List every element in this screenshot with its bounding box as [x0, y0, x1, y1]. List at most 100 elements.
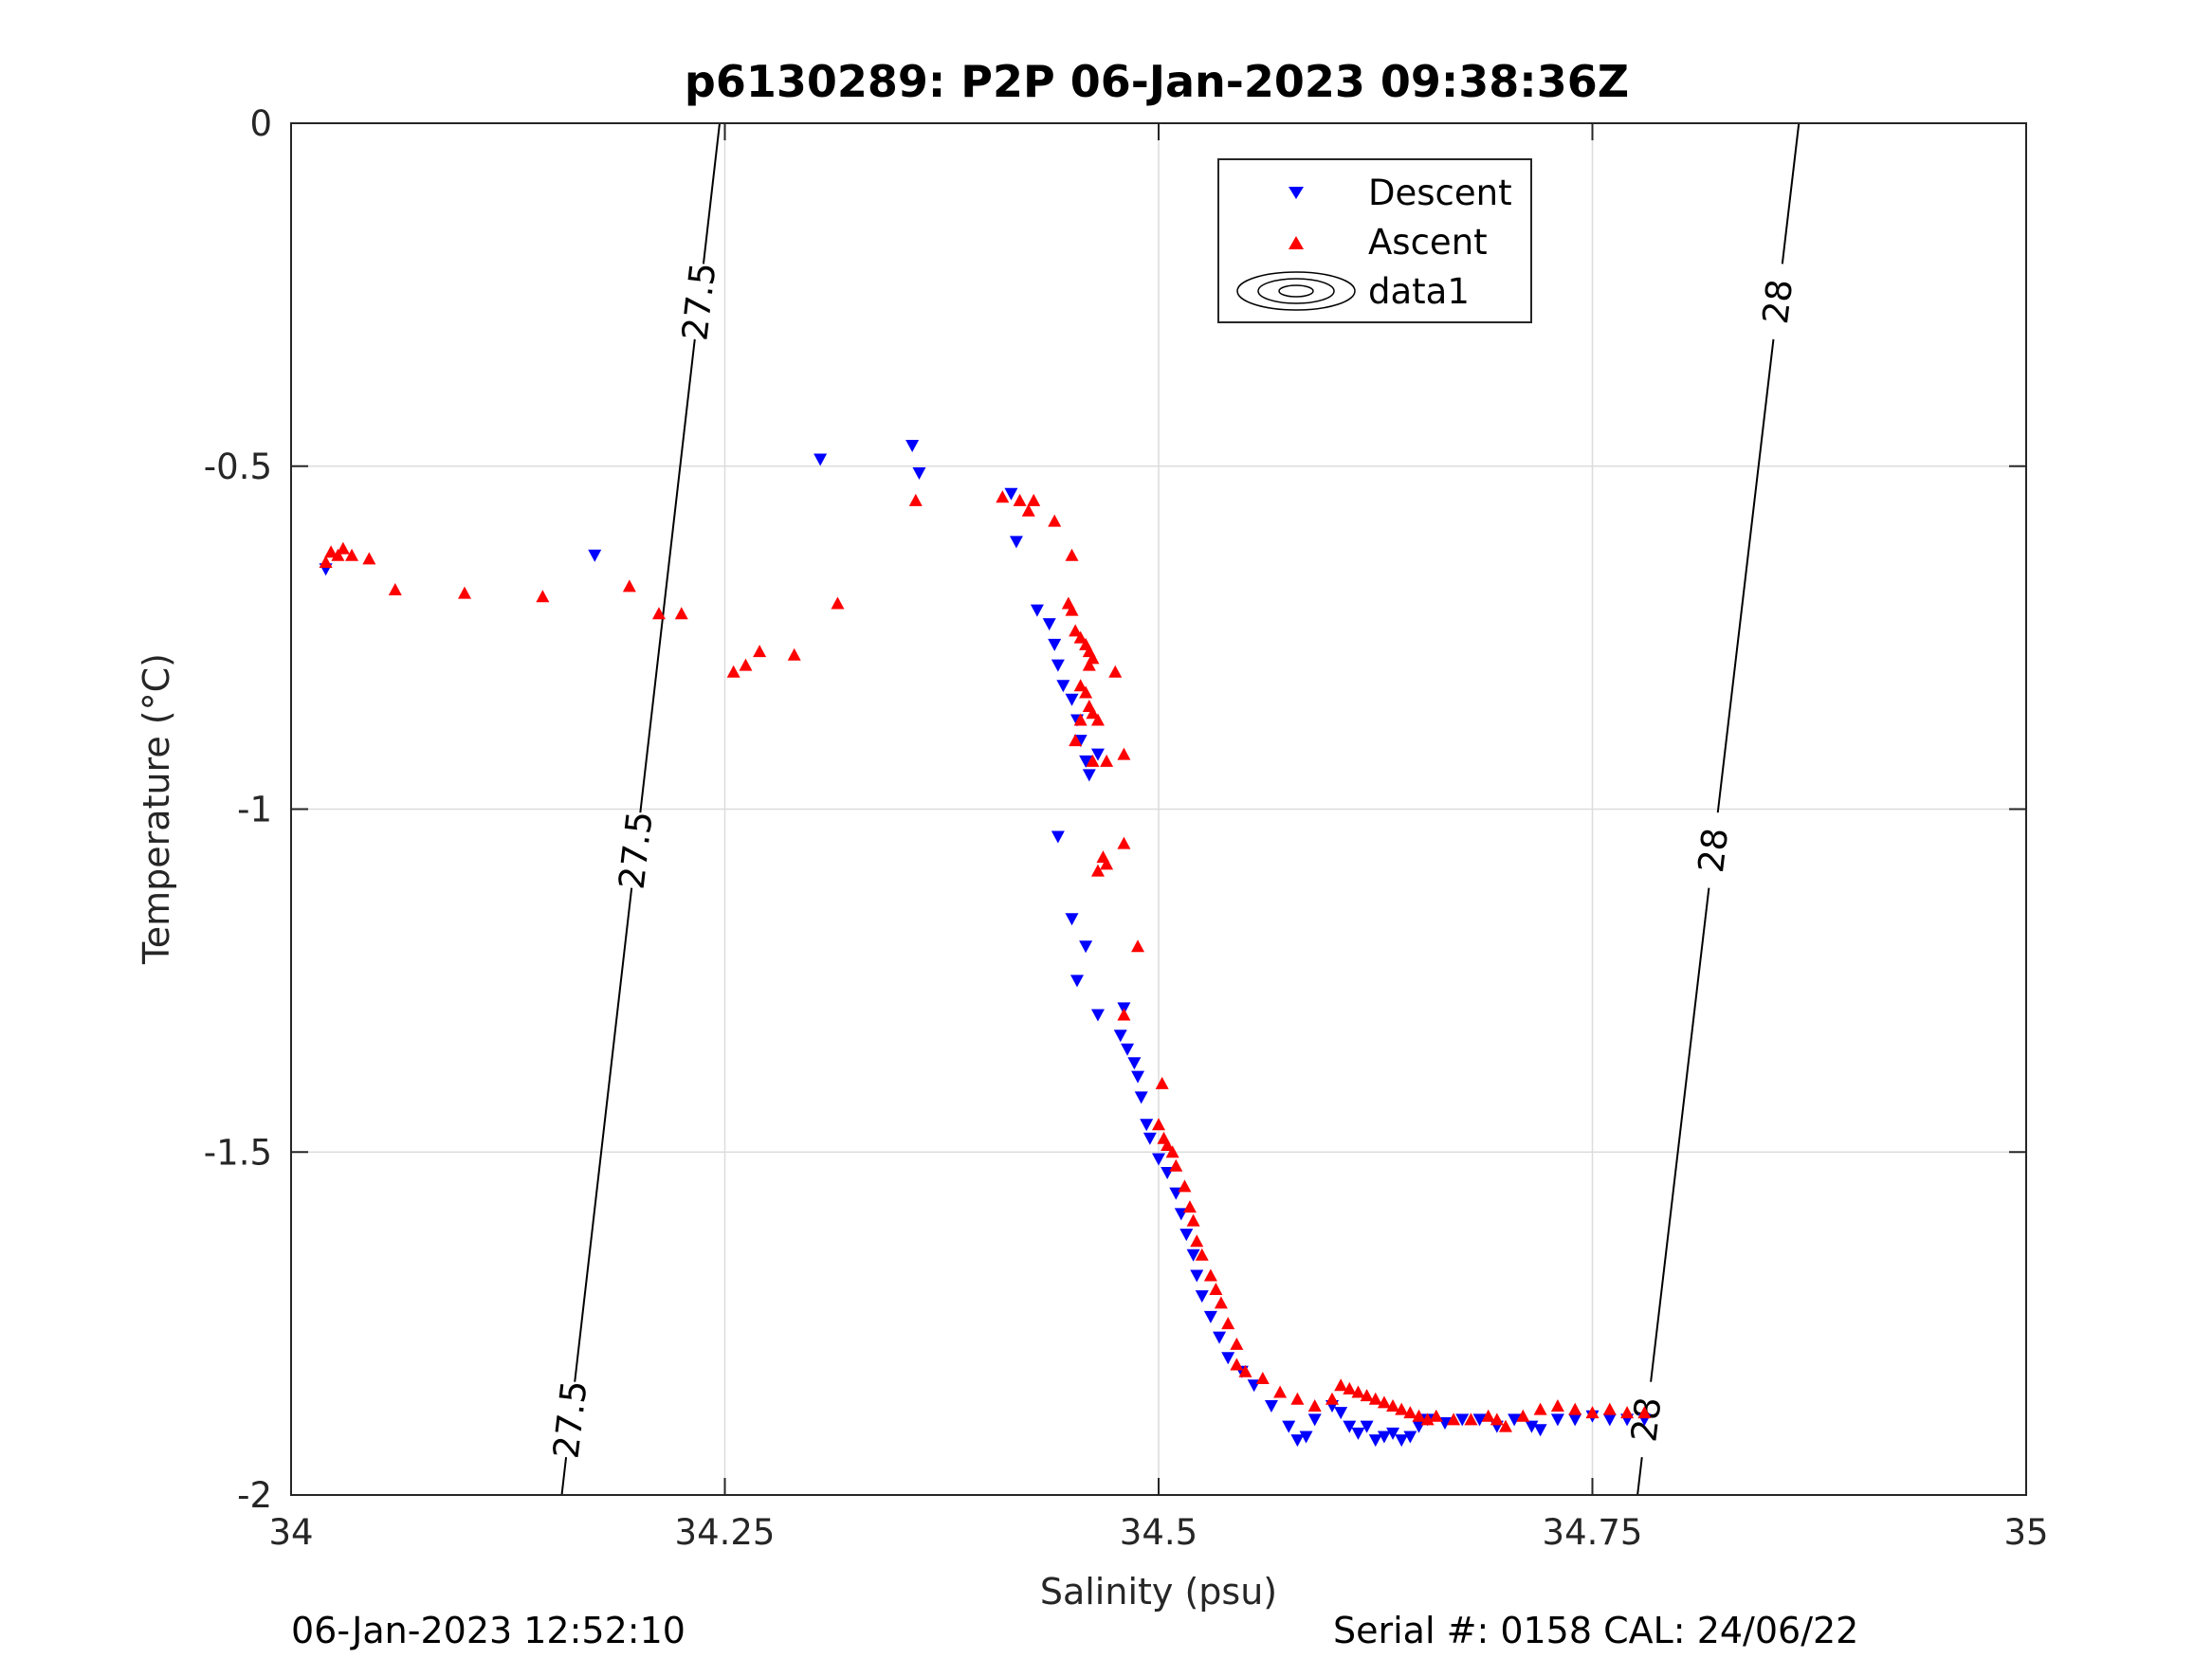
ascent-point — [324, 545, 338, 558]
legend-box — [1217, 158, 1532, 323]
legend-ascent-marker — [1289, 236, 1304, 249]
ascent-point — [996, 490, 1010, 503]
ascent-point — [1464, 1413, 1478, 1426]
descent-point — [1351, 1427, 1365, 1440]
ascent-point — [1377, 1395, 1391, 1409]
data-points — [319, 440, 1652, 1448]
density-contours: 27.527.527.5282828 — [546, 122, 1801, 1496]
ascent-point — [1108, 665, 1123, 678]
ascent-point — [1325, 1392, 1339, 1405]
contour-label: 27.5 — [612, 810, 661, 892]
descent-point — [1127, 1057, 1142, 1070]
footer-timestamp: 06-Jan-2023 12:52:10 — [291, 1610, 686, 1651]
descent-point — [1403, 1431, 1417, 1444]
contour-line-segment — [574, 887, 633, 1382]
descent-point — [1009, 536, 1023, 549]
legend: Descent Ascent data1 — [1217, 158, 1532, 323]
ascent-point — [674, 607, 688, 620]
contour-label: 28 — [1755, 277, 1801, 326]
ascent-point — [1490, 1413, 1504, 1426]
ascent-point — [1403, 1406, 1417, 1419]
ascent-point — [787, 647, 801, 661]
ascent-point — [345, 548, 359, 561]
descent-point — [1143, 1132, 1157, 1145]
contour-label: 27.5 — [674, 261, 723, 343]
descent-point — [1472, 1413, 1487, 1427]
descent-point — [1134, 1091, 1148, 1104]
descent-point — [1152, 1153, 1165, 1166]
ascent-point — [1178, 1179, 1192, 1193]
ascent-point — [1073, 679, 1088, 692]
descent-point — [1051, 659, 1065, 672]
contour-line-segment — [1716, 338, 1775, 813]
x-tick-label: 34.75 — [1543, 1512, 1643, 1553]
descent-point — [1455, 1413, 1470, 1427]
descent-point — [1090, 748, 1105, 761]
ascent-point — [1420, 1413, 1435, 1426]
ascent-point — [336, 541, 350, 555]
ascent-point — [388, 582, 402, 595]
descent-point — [1056, 680, 1070, 693]
contour-line-segment — [1650, 887, 1710, 1382]
ascent-point — [1203, 1268, 1217, 1282]
descent-point — [1042, 618, 1056, 631]
ascent-point — [1368, 1392, 1382, 1405]
ascent-point — [1090, 864, 1105, 877]
descent-point — [1508, 1413, 1522, 1427]
descent-point — [1602, 1413, 1617, 1427]
descent-point — [1079, 940, 1093, 954]
y-tick-label: -1.5 — [204, 1132, 272, 1173]
ascent-point — [1021, 503, 1035, 517]
ascent-point — [651, 607, 666, 620]
y-tick-label: 0 — [249, 103, 272, 144]
contour-label: 27.5 — [546, 1378, 595, 1461]
descent-point — [1525, 1420, 1539, 1433]
legend-contour-icon — [1236, 271, 1356, 311]
contour-line-segment — [560, 1457, 568, 1496]
ascent-point — [1190, 1234, 1204, 1248]
descent-point — [1179, 1229, 1194, 1242]
ascent-point — [1195, 1248, 1209, 1261]
descent-point — [1386, 1427, 1400, 1440]
descent-point — [1069, 975, 1084, 988]
ascent-point — [1073, 713, 1088, 726]
legend-descent-label: Descent — [1368, 173, 1512, 213]
descent-point — [1051, 830, 1065, 844]
ascent-point — [1637, 1406, 1652, 1419]
ascent-point — [1360, 1389, 1374, 1402]
ascent-point — [1069, 624, 1083, 637]
y-tick-label: -2 — [237, 1475, 272, 1516]
descent-point — [1113, 1030, 1127, 1043]
ascent-point — [739, 658, 753, 671]
ascent-point — [1602, 1402, 1617, 1415]
ascent-point — [1079, 685, 1093, 699]
descent-point — [1533, 1424, 1547, 1437]
legend-contour-label: data1 — [1368, 271, 1470, 312]
ascent-point — [1238, 1364, 1252, 1377]
descent-point — [1282, 1420, 1296, 1433]
ascent-point — [1214, 1296, 1228, 1309]
contour-line-segment — [639, 338, 696, 813]
ascent-point — [1550, 1398, 1564, 1412]
ascent-point — [1048, 514, 1062, 527]
ascent-point — [1230, 1337, 1244, 1350]
ascent-point — [1086, 706, 1100, 720]
descent-point — [905, 440, 920, 453]
ascent-point — [319, 556, 333, 569]
descent-point — [1065, 693, 1079, 706]
ascent-point — [1013, 493, 1027, 506]
ascent-point — [1334, 1378, 1348, 1392]
ascent-point — [1161, 1139, 1175, 1152]
descent-point — [1568, 1413, 1582, 1427]
descent-point — [1550, 1413, 1564, 1427]
contour-line-segment — [702, 122, 722, 264]
ascent-point — [1516, 1409, 1530, 1422]
ascent-point — [1429, 1409, 1443, 1422]
ascent-point — [1386, 1398, 1400, 1412]
x-tick-label: 35 — [2003, 1512, 2048, 1553]
descent-point — [1140, 1119, 1154, 1132]
descent-point — [588, 549, 602, 562]
ascent-point — [1100, 754, 1114, 767]
descent-point — [1121, 1043, 1135, 1056]
